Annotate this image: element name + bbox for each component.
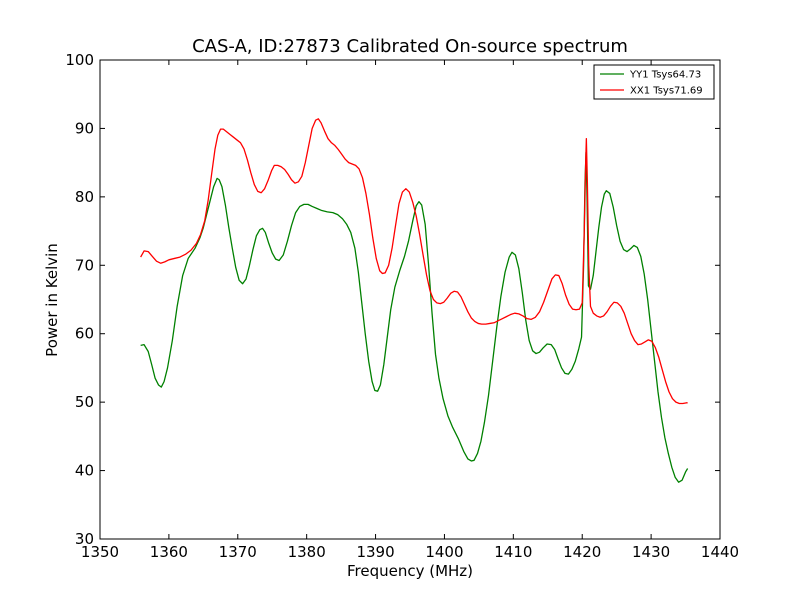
x-tick-label: 1430 [632, 543, 670, 561]
y-tick-label: 70 [75, 256, 94, 274]
plot-frame [99, 59, 721, 540]
y-tick-label: 100 [65, 51, 94, 69]
x-tick-label: 1350 [81, 543, 119, 561]
ticks-layer: 1350 1360 1370 1380 1390 1400 1410 1420 1430 1440… [65, 51, 739, 561]
x-tick-label: 1370 [219, 543, 257, 561]
y-tick-label: 30 [75, 530, 94, 548]
plot-area [100, 60, 720, 539]
y-tick-label: 40 [75, 462, 94, 480]
y-axis-label: Power in Kelvin [43, 243, 61, 357]
legend-box [593, 64, 715, 100]
x-tick-label: 1410 [494, 543, 532, 561]
y-tick-label: 80 [75, 188, 94, 206]
chart-title: CAS-A, ID:27873 Calibrated On-source spe… [192, 36, 628, 57]
y-tick-label: 50 [75, 393, 94, 411]
legend-label-xx1: XX1 Tsys71.69 [630, 86, 703, 97]
y-tick-label: 60 [75, 325, 94, 343]
x-tick-label: 1380 [288, 543, 326, 561]
x-tick-label: 1440 [701, 543, 739, 561]
y-tick-label: 90 [75, 119, 94, 137]
legend-label-yy1: YY1 Tsys64.73 [629, 70, 701, 81]
x-tick-label: 1420 [563, 543, 601, 561]
x-tick-label: 1360 [150, 543, 188, 561]
series-layer [140, 118, 689, 483]
x-tick-label: 1390 [356, 543, 394, 561]
x-tick-label: 1400 [425, 543, 463, 561]
series-line-xx1 [140, 118, 688, 405]
legend: YY1 Tsys64.73 XX1 Tsys71.69 [593, 64, 715, 100]
x-axis-label: Frequency (MHz) [347, 562, 473, 580]
